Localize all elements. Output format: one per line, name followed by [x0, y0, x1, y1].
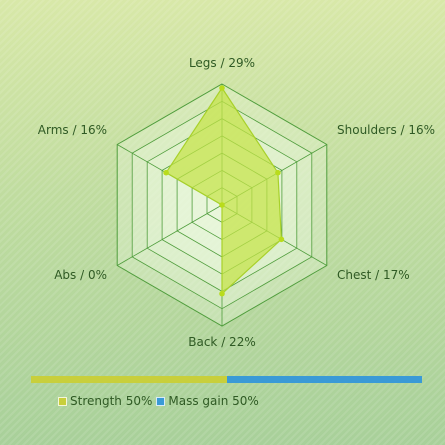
legend-swatch-mass-gain: [156, 396, 166, 406]
data-point-chest: [278, 236, 285, 243]
data-point-arms: [163, 169, 169, 176]
legend-item-strength: Strength 50%: [58, 394, 152, 408]
data-point-back: [219, 290, 225, 297]
axis-label-back: Back / 22%: [188, 335, 255, 349]
radar-series: [163, 85, 285, 297]
data-point-abs: [219, 202, 225, 208]
legend-label-strength: Strength 50%: [70, 394, 153, 408]
data-point-shoulders: [275, 169, 281, 176]
axis-label-chest: Chest / 17%: [337, 268, 410, 282]
radar-axis-labels: Legs / 29% Shoulders / 16% Chest / 17% B…: [38, 56, 435, 349]
legend: Strength 50% Mass gain 50%: [58, 394, 263, 408]
axis-label-shoulders: Shoulders / 16%: [337, 123, 435, 137]
spoke-abs: [117, 204, 223, 266]
legend-label-mass-gain: Mass gain 50%: [168, 394, 259, 408]
data-point-legs: [219, 85, 225, 91]
split-bar-strength: [31, 376, 227, 383]
legend-item-mass-gain: Mass gain 50%: [156, 394, 259, 408]
legend-swatch-strength: [58, 396, 67, 406]
axis-label-arms: Arms / 16%: [38, 123, 107, 137]
split-bar: [31, 376, 422, 383]
axis-label-abs: Abs / 0%: [54, 268, 107, 282]
axis-label-legs: Legs / 29%: [189, 56, 255, 70]
split-bar-mass-gain: [226, 376, 422, 383]
